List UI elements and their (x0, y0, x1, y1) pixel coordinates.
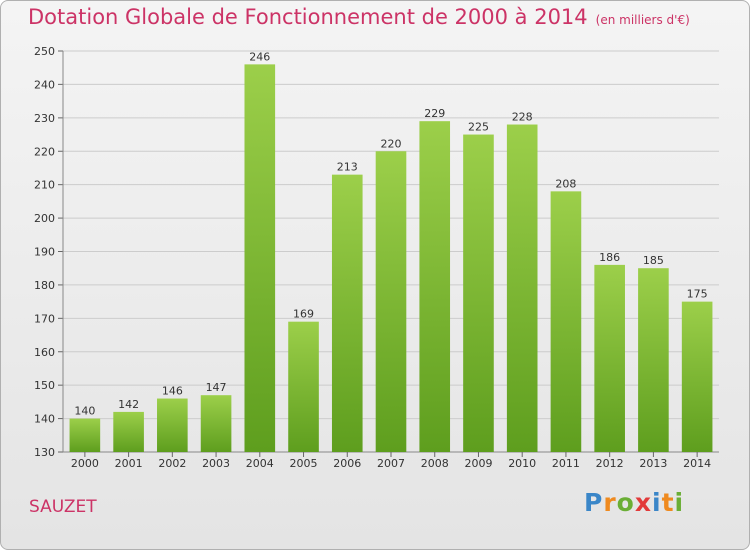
bar (463, 134, 494, 452)
x-tick-label: 2006 (333, 457, 361, 470)
y-tick-label: 170 (34, 312, 55, 325)
y-tick-label: 240 (34, 78, 55, 91)
y-tick-label: 210 (34, 179, 55, 192)
x-tick-label: 2008 (421, 457, 449, 470)
x-tick-label: 2010 (508, 457, 536, 470)
y-tick-label: 190 (34, 246, 55, 259)
bar-value-label: 169 (293, 308, 314, 321)
bar (419, 121, 451, 453)
y-tick-label: 130 (34, 446, 55, 459)
logo-letter: x (634, 488, 652, 517)
bar (244, 64, 276, 452)
bars (69, 64, 713, 453)
x-tick-label: 2005 (290, 457, 318, 470)
y-tick-label: 250 (34, 45, 55, 58)
logo-letter: i (652, 488, 662, 517)
x-tick-label: 2007 (377, 457, 405, 470)
bar (550, 191, 582, 452)
bar-value-label: 228 (512, 111, 533, 124)
place-name: SAUZET (29, 497, 97, 517)
proxiti-logo[interactable]: Proxiti (584, 488, 684, 517)
value-labels: 140 142 146 147 246 169 213 220 229 225 228 208 186 1… (74, 50, 707, 417)
y-tick-label: 140 (34, 413, 55, 426)
bar (69, 418, 101, 452)
bar-value-label: 175 (687, 288, 708, 301)
bar (681, 301, 713, 452)
bar-value-label: 208 (555, 177, 576, 190)
chart-title: Dotation Globale de Fonctionnement de 20… (28, 5, 690, 29)
y-tick-label: 200 (34, 212, 55, 225)
logo-letter: r (603, 488, 617, 517)
x-tick-label: 2002 (158, 457, 186, 470)
bar (288, 321, 319, 452)
x-tick-label: 2004 (246, 457, 274, 470)
bar-value-label: 142 (118, 398, 139, 411)
y-tick-label: 160 (34, 346, 55, 359)
bar-value-label: 229 (424, 107, 445, 120)
x-tick-label: 2013 (639, 457, 667, 470)
x-tick-label: 2014 (683, 457, 711, 470)
bar-value-label: 185 (643, 254, 664, 267)
bar (506, 124, 538, 453)
bar (200, 395, 232, 452)
y-tick-label: 220 (34, 145, 55, 158)
x-tick-label: 2000 (71, 457, 99, 470)
bar-value-label: 225 (468, 121, 489, 134)
logo-letter: t (661, 488, 675, 517)
bar-value-label: 146 (162, 385, 183, 398)
y-tick-label: 180 (34, 279, 55, 292)
bar (594, 264, 625, 452)
x-tick-label: 2009 (464, 457, 492, 470)
bar (331, 174, 363, 452)
axes: 130 140 150 160 170 180 190 200 210 220 230 240 250 2… (34, 45, 719, 470)
x-tick-label: 2003 (202, 457, 230, 470)
logo-letter: o (616, 488, 635, 517)
logo-letter: i (674, 488, 685, 517)
bar-value-label: 147 (206, 381, 227, 394)
y-tick-label: 230 (34, 112, 55, 125)
bar-value-label: 220 (381, 137, 402, 150)
bar-value-label: 140 (74, 405, 95, 418)
bar (157, 398, 188, 452)
bar-value-label: 213 (337, 161, 358, 174)
bar (113, 411, 144, 452)
chart-title-text: Dotation Globale de Fonctionnement de 20… (28, 5, 588, 29)
x-tick-label: 2011 (552, 457, 580, 470)
chart-unit: (en milliers d'€) (595, 13, 690, 27)
x-tick-label: 2001 (115, 457, 143, 470)
logo-letter: P (584, 488, 604, 517)
bar (638, 268, 669, 452)
bar-value-label: 246 (249, 50, 270, 63)
bar (375, 151, 407, 452)
bar-value-label: 186 (599, 251, 620, 264)
x-tick-label: 2012 (596, 457, 624, 470)
y-tick-label: 150 (34, 379, 55, 392)
